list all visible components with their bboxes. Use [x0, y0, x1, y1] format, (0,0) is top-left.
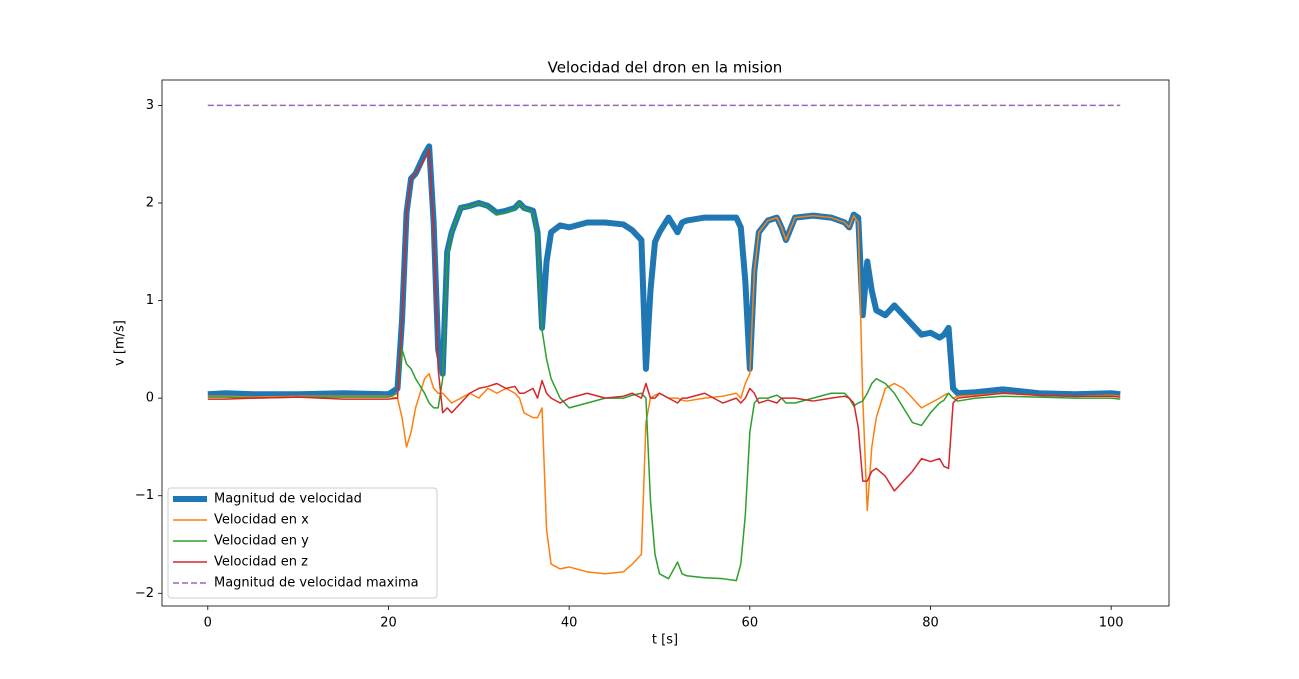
y-tick-label: 1	[146, 293, 154, 308]
series-line	[207, 143, 1121, 398]
legend-label: Magnitud de velocidad maxima	[214, 576, 419, 591]
legend-box	[167, 487, 438, 599]
legend-label: Magnitud de velocidad	[214, 492, 362, 507]
plot-frame	[161, 79, 1170, 607]
y-tick-label: 3	[146, 98, 154, 113]
series-line	[207, 148, 1121, 492]
y-tick-label: −2	[135, 586, 154, 601]
legend-label: Velocidad en z	[214, 555, 308, 570]
x-tick-label: 40	[561, 616, 578, 631]
series-line	[207, 202, 1121, 582]
y-axis-label: v [m/s]	[113, 320, 128, 366]
legend-label: Velocidad en y	[214, 534, 309, 549]
x-tick-label: 100	[1099, 616, 1124, 631]
x-tick-label: 60	[742, 616, 759, 631]
x-tick-label: 20	[380, 616, 397, 631]
y-tick-label: 2	[146, 195, 154, 210]
x-tick-label: 0	[204, 616, 212, 631]
y-tick-label: −1	[135, 488, 154, 503]
legend-label: Velocidad en x	[214, 513, 309, 528]
x-tick-label: 80	[922, 616, 939, 631]
x-axis-label: t [s]	[652, 633, 678, 648]
chart-title: Velocidad del dron en la mision	[548, 59, 783, 77]
y-tick-label: 0	[146, 391, 154, 406]
